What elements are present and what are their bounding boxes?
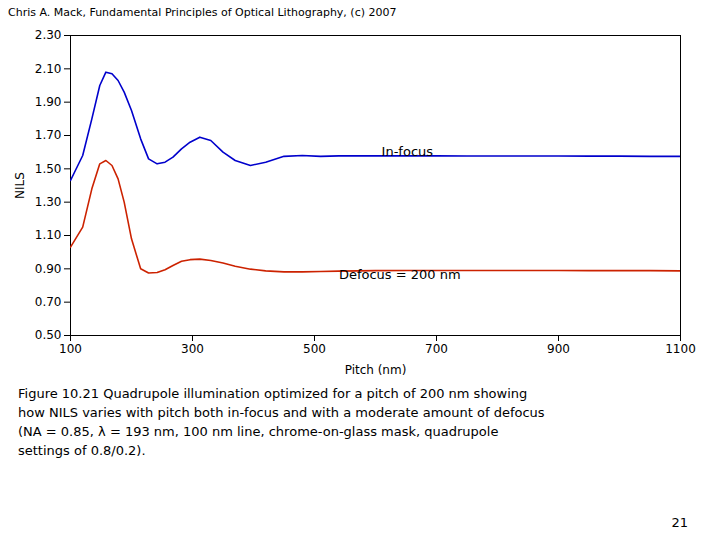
svg-text:0.50: 0.50 — [35, 328, 62, 342]
html-text:21: 21 — [671, 515, 688, 530]
svg-text:2.10: 2.10 — [35, 62, 62, 76]
html-text:Figure 10.21 Quadrupole illumi: Figure 10.21 Quadrupole illumination opt… — [18, 386, 545, 458]
svg-text:Pitch (nm): Pitch (nm) — [345, 363, 407, 377]
svg-text:1.70: 1.70 — [35, 128, 62, 142]
svg-text:900: 900 — [547, 342, 570, 356]
svg-text:NILS: NILS — [13, 172, 27, 199]
html-text:Chris A. Mack, Fundamental Pri: Chris A. Mack, Fundamental Principles of… — [8, 6, 397, 19]
svg-text:1.90: 1.90 — [35, 95, 62, 109]
svg-text:500: 500 — [303, 342, 326, 356]
svg-text:1.30: 1.30 — [35, 195, 62, 209]
svg-text:2.30: 2.30 — [35, 28, 62, 42]
svg-text:1.10: 1.10 — [35, 228, 62, 242]
svg-text:700: 700 — [425, 342, 448, 356]
svg-text:0.70: 0.70 — [35, 295, 62, 309]
svg-text:Defocus = 200 nm: Defocus = 200 nm — [339, 267, 461, 282]
svg-text:In-focus: In-focus — [382, 143, 434, 158]
svg-text:100: 100 — [59, 342, 82, 356]
svg-text:0.90: 0.90 — [35, 262, 62, 276]
svg-text:300: 300 — [181, 342, 204, 356]
svg-text:1100: 1100 — [665, 342, 696, 356]
svg-text:1.50: 1.50 — [35, 162, 62, 176]
